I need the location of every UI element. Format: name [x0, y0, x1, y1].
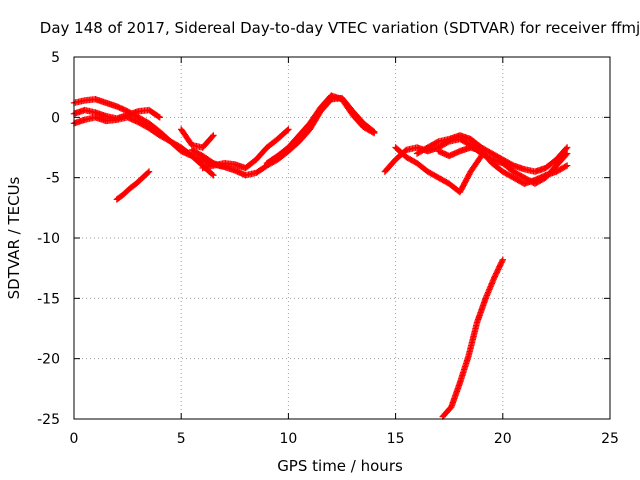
series-arc-4: [113, 168, 153, 203]
data-point: [495, 264, 503, 272]
data-point: [210, 172, 217, 179]
data-point: [477, 154, 484, 161]
x-tick-label: 25: [601, 431, 619, 447]
data-point: [494, 267, 501, 275]
data-point: [493, 270, 500, 277]
data-point: [497, 260, 505, 268]
data-point: [496, 263, 503, 270]
data-point: [492, 271, 499, 279]
data-point: [563, 162, 571, 169]
series-arc-7: [199, 126, 292, 172]
data-point: [155, 113, 162, 120]
x-tick-label: 10: [279, 431, 297, 447]
data-point: [369, 129, 377, 136]
data-point: [498, 257, 506, 265]
y-tick-label: 5: [51, 50, 60, 66]
series-arc-12: [435, 144, 571, 187]
data-point: [562, 163, 569, 170]
chart-title: Day 148 of 2017, Sidereal Day-to-day VTE…: [40, 19, 640, 37]
x-tick-label: 0: [70, 431, 79, 447]
data-point: [433, 139, 441, 146]
data-point: [145, 168, 153, 175]
series-arc-3: [70, 114, 217, 179]
series-arc-11: [413, 132, 571, 175]
x-tick-label: 15: [387, 431, 405, 447]
series-arc-13: [439, 256, 506, 420]
data-point: [210, 132, 217, 139]
series-arc-8: [263, 92, 378, 167]
data-point: [144, 169, 152, 176]
y-tick-label: -5: [46, 171, 60, 187]
x-tick-label: 20: [494, 431, 512, 447]
grid-lines: [74, 57, 610, 419]
data-point: [563, 144, 571, 151]
data-point: [498, 259, 505, 266]
x-tick-label: 5: [177, 431, 186, 447]
data-point: [370, 129, 378, 137]
x-axis-label: GPS time / hours: [277, 457, 403, 475]
y-tick-label: -20: [37, 352, 60, 368]
y-axis-label: SDTVAR / TECUs: [5, 176, 23, 299]
data-point: [491, 274, 498, 282]
data-point: [285, 126, 292, 133]
data-points: [70, 92, 571, 420]
data-point: [499, 256, 506, 263]
data-point: [562, 145, 570, 152]
y-tick-label: -15: [37, 291, 60, 307]
series-arc-5: [178, 126, 217, 151]
data-point: [493, 269, 501, 276]
y-tick-label: -25: [37, 412, 60, 428]
data-point: [496, 262, 504, 269]
y-tick-label: 0: [51, 110, 60, 126]
data-point: [209, 133, 216, 140]
data-point: [284, 127, 291, 134]
axis-ticks: 0 5 10 15 20 25 5 0 -5 -10 -15 -20 -25: [37, 50, 619, 447]
data-point: [156, 114, 163, 121]
data-point: [494, 266, 502, 273]
data-point: [209, 171, 216, 178]
data-point: [491, 273, 499, 280]
y-tick-label: -10: [37, 231, 60, 247]
